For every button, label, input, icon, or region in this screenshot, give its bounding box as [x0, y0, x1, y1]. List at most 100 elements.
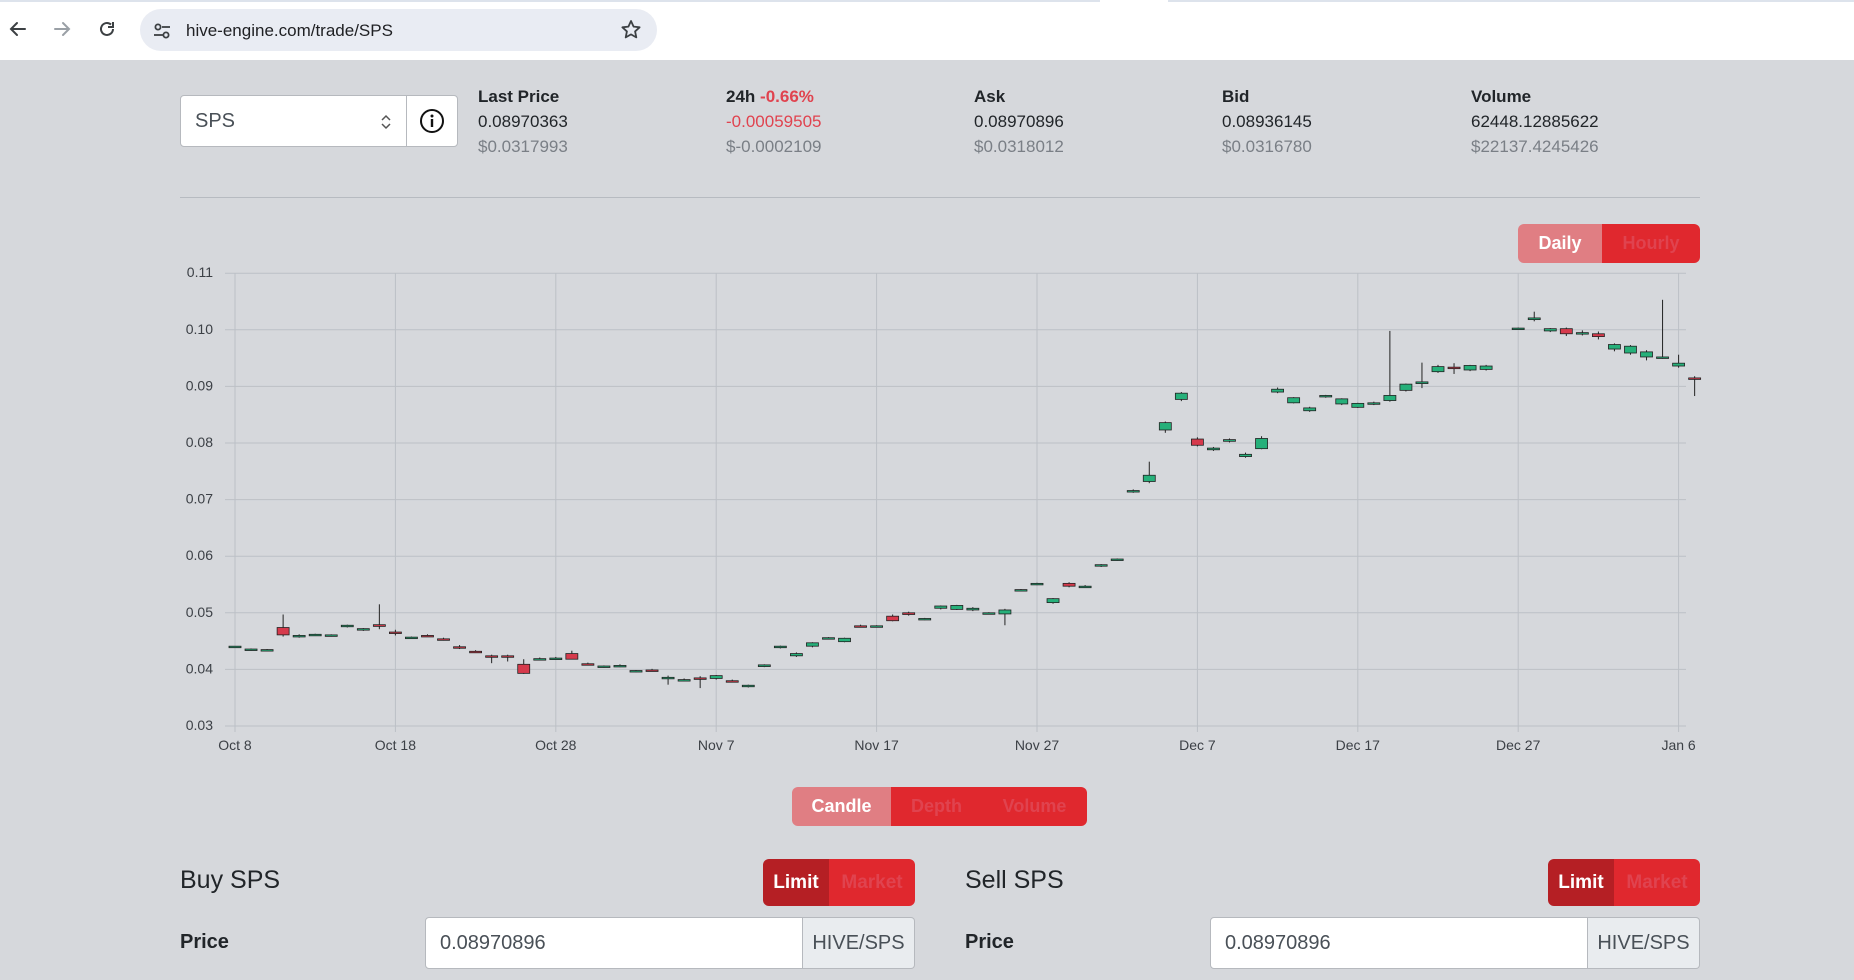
stat-label: Volume: [1471, 87, 1532, 106]
candle-up: [1207, 447, 1220, 451]
stat-value: 0.08970363: [478, 112, 568, 131]
candle-down: [902, 612, 916, 615]
stat-usd-value: $22137.4245426: [1471, 137, 1599, 156]
candle-up: [1463, 365, 1477, 371]
candle-up: [1543, 328, 1557, 332]
candle-up: [1223, 439, 1236, 442]
candle-up: [838, 637, 851, 643]
sell-limit-button[interactable]: Limit: [1548, 859, 1614, 906]
site-settings-icon[interactable]: [151, 20, 173, 42]
candle-up: [1319, 395, 1333, 398]
y-tick-label: 0.04: [186, 660, 213, 676]
candle-up: [1511, 327, 1525, 331]
buy-price-group: 0.08970896 HIVE/SPS: [425, 917, 915, 969]
token-select[interactable]: SPS: [180, 95, 407, 147]
candle-down: [565, 653, 579, 660]
candle-up: [1046, 598, 1060, 604]
candle-up: [1239, 453, 1252, 457]
candle-up: [966, 607, 980, 611]
candle-up: [1656, 356, 1669, 359]
y-tick-label: 0.09: [186, 377, 213, 393]
reload-icon: [100, 21, 114, 36]
buy-limit-button[interactable]: Limit: [763, 859, 829, 906]
token-info-button[interactable]: [406, 95, 458, 147]
y-tick-label: 0.07: [186, 491, 213, 507]
chart-view-toggle: Candle Depth Volume: [792, 787, 1087, 826]
buy-price-unit: HIVE/SPS: [803, 917, 915, 969]
candle-up: [1110, 558, 1124, 561]
volume-view-button[interactable]: Volume: [982, 787, 1087, 826]
back-button[interactable]: [3, 14, 33, 44]
candle-up: [1575, 332, 1589, 335]
trade-page: SPS Last Price 0.08970363 $0.0317993 24h…: [0, 60, 1854, 980]
candle-up: [870, 625, 883, 628]
address-bar[interactable]: hive-engine.com/trade/SPS: [140, 9, 657, 51]
candle-view-button[interactable]: Candle: [792, 787, 891, 826]
candle-down: [1062, 582, 1076, 587]
candle-up: [228, 645, 242, 649]
forward-button[interactable]: [47, 14, 77, 44]
stat-label: 24h: [726, 87, 756, 106]
browser-toolbar: hive-engine.com/trade/SPS: [0, 0, 1854, 60]
candle-up: [324, 634, 338, 637]
candle-down: [372, 624, 386, 627]
candle-down: [453, 646, 466, 649]
x-tick-label: Jan 6: [1661, 737, 1695, 753]
candle-down: [693, 677, 707, 680]
sell-price-label: Price: [965, 931, 1014, 953]
hourly-button[interactable]: Hourly: [1602, 224, 1700, 263]
candle-down: [437, 638, 450, 641]
candle-up: [1174, 392, 1188, 400]
candle-up: [1078, 585, 1092, 589]
stat-bid: Bid 0.08936145 $0.0316780: [1222, 84, 1312, 159]
stat-usd-value: $0.0316780: [1222, 137, 1312, 156]
stat-ask: Ask 0.08970896 $0.0318012: [974, 84, 1064, 159]
candle-up: [1479, 365, 1493, 370]
candle-down: [1447, 366, 1461, 370]
x-tick-label: Oct 18: [375, 737, 416, 753]
candle-up: [356, 628, 370, 631]
candle-up: [340, 624, 354, 628]
buy-order-type-toggle: Limit Market: [763, 859, 915, 906]
buy-title: Buy SPS: [180, 866, 281, 894]
candle-up: [790, 653, 803, 657]
candle-up: [533, 658, 547, 661]
sell-price-input[interactable]: 0.08970896: [1210, 917, 1588, 969]
candle-up: [1014, 589, 1028, 592]
buy-price-input[interactable]: 0.08970896: [425, 917, 803, 969]
candle-down: [886, 615, 900, 622]
sell-order-type-toggle: Limit Market: [1548, 859, 1700, 906]
candle-down: [1191, 438, 1204, 446]
stat-label: Ask: [974, 87, 1006, 106]
candle-up: [597, 665, 611, 668]
candle-up: [308, 633, 322, 637]
buy-market-button[interactable]: Market: [829, 859, 915, 906]
candle-up: [918, 618, 932, 621]
stat-usd-value: $-0.0002109: [726, 137, 822, 156]
candle-down: [725, 680, 739, 683]
candle-down: [501, 655, 515, 658]
x-tick-label: Dec 17: [1336, 737, 1381, 753]
arrow-left-icon: [9, 22, 26, 36]
candle-down: [485, 655, 499, 658]
x-tick-label: Oct 8: [218, 737, 252, 753]
candle-down: [645, 669, 659, 672]
candle-down: [854, 625, 867, 628]
daily-button[interactable]: Daily: [1518, 224, 1602, 263]
candle-up: [405, 636, 418, 640]
depth-view-button[interactable]: Depth: [891, 787, 982, 826]
reload-button[interactable]: [92, 14, 122, 44]
candle-down: [581, 663, 595, 666]
stat-value: 0.08970896: [974, 112, 1064, 131]
stat-24h-change: 24h -0.66% -0.00059505 $-0.0002109: [726, 84, 821, 159]
sell-market-button[interactable]: Market: [1614, 859, 1700, 906]
candle-up: [292, 635, 306, 638]
candle-up: [709, 675, 723, 679]
candle-up: [1335, 398, 1349, 405]
bookmark-star-icon[interactable]: [619, 18, 643, 42]
price-chart: 0.03 0.04 0.05 0.06 0.07 0.08 0.09 0.10 0.11 Oct …: [186, 264, 1702, 753]
candle-up: [1415, 381, 1429, 384]
candle-up: [934, 605, 948, 609]
candle-up: [1351, 402, 1365, 408]
candle-up: [998, 609, 1012, 615]
